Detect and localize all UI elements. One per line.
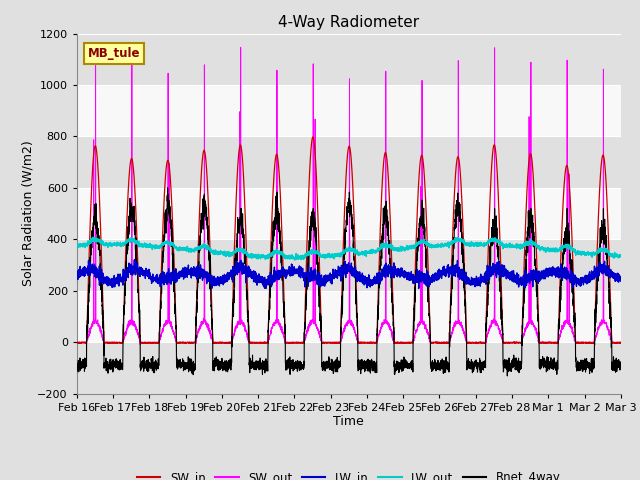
Bar xyxy=(77,342,621,394)
X-axis label: Time: Time xyxy=(333,415,364,429)
Text: MB_tule: MB_tule xyxy=(88,47,140,60)
Legend: SW_in, SW_out, LW_in, LW_out, Rnet_4way: SW_in, SW_out, LW_in, LW_out, Rnet_4way xyxy=(132,466,566,480)
Bar xyxy=(77,240,621,291)
Y-axis label: Solar Radiation (W/m2): Solar Radiation (W/m2) xyxy=(22,141,35,287)
Bar xyxy=(77,34,621,85)
Title: 4-Way Radiometer: 4-Way Radiometer xyxy=(278,15,419,30)
Bar xyxy=(77,136,621,188)
